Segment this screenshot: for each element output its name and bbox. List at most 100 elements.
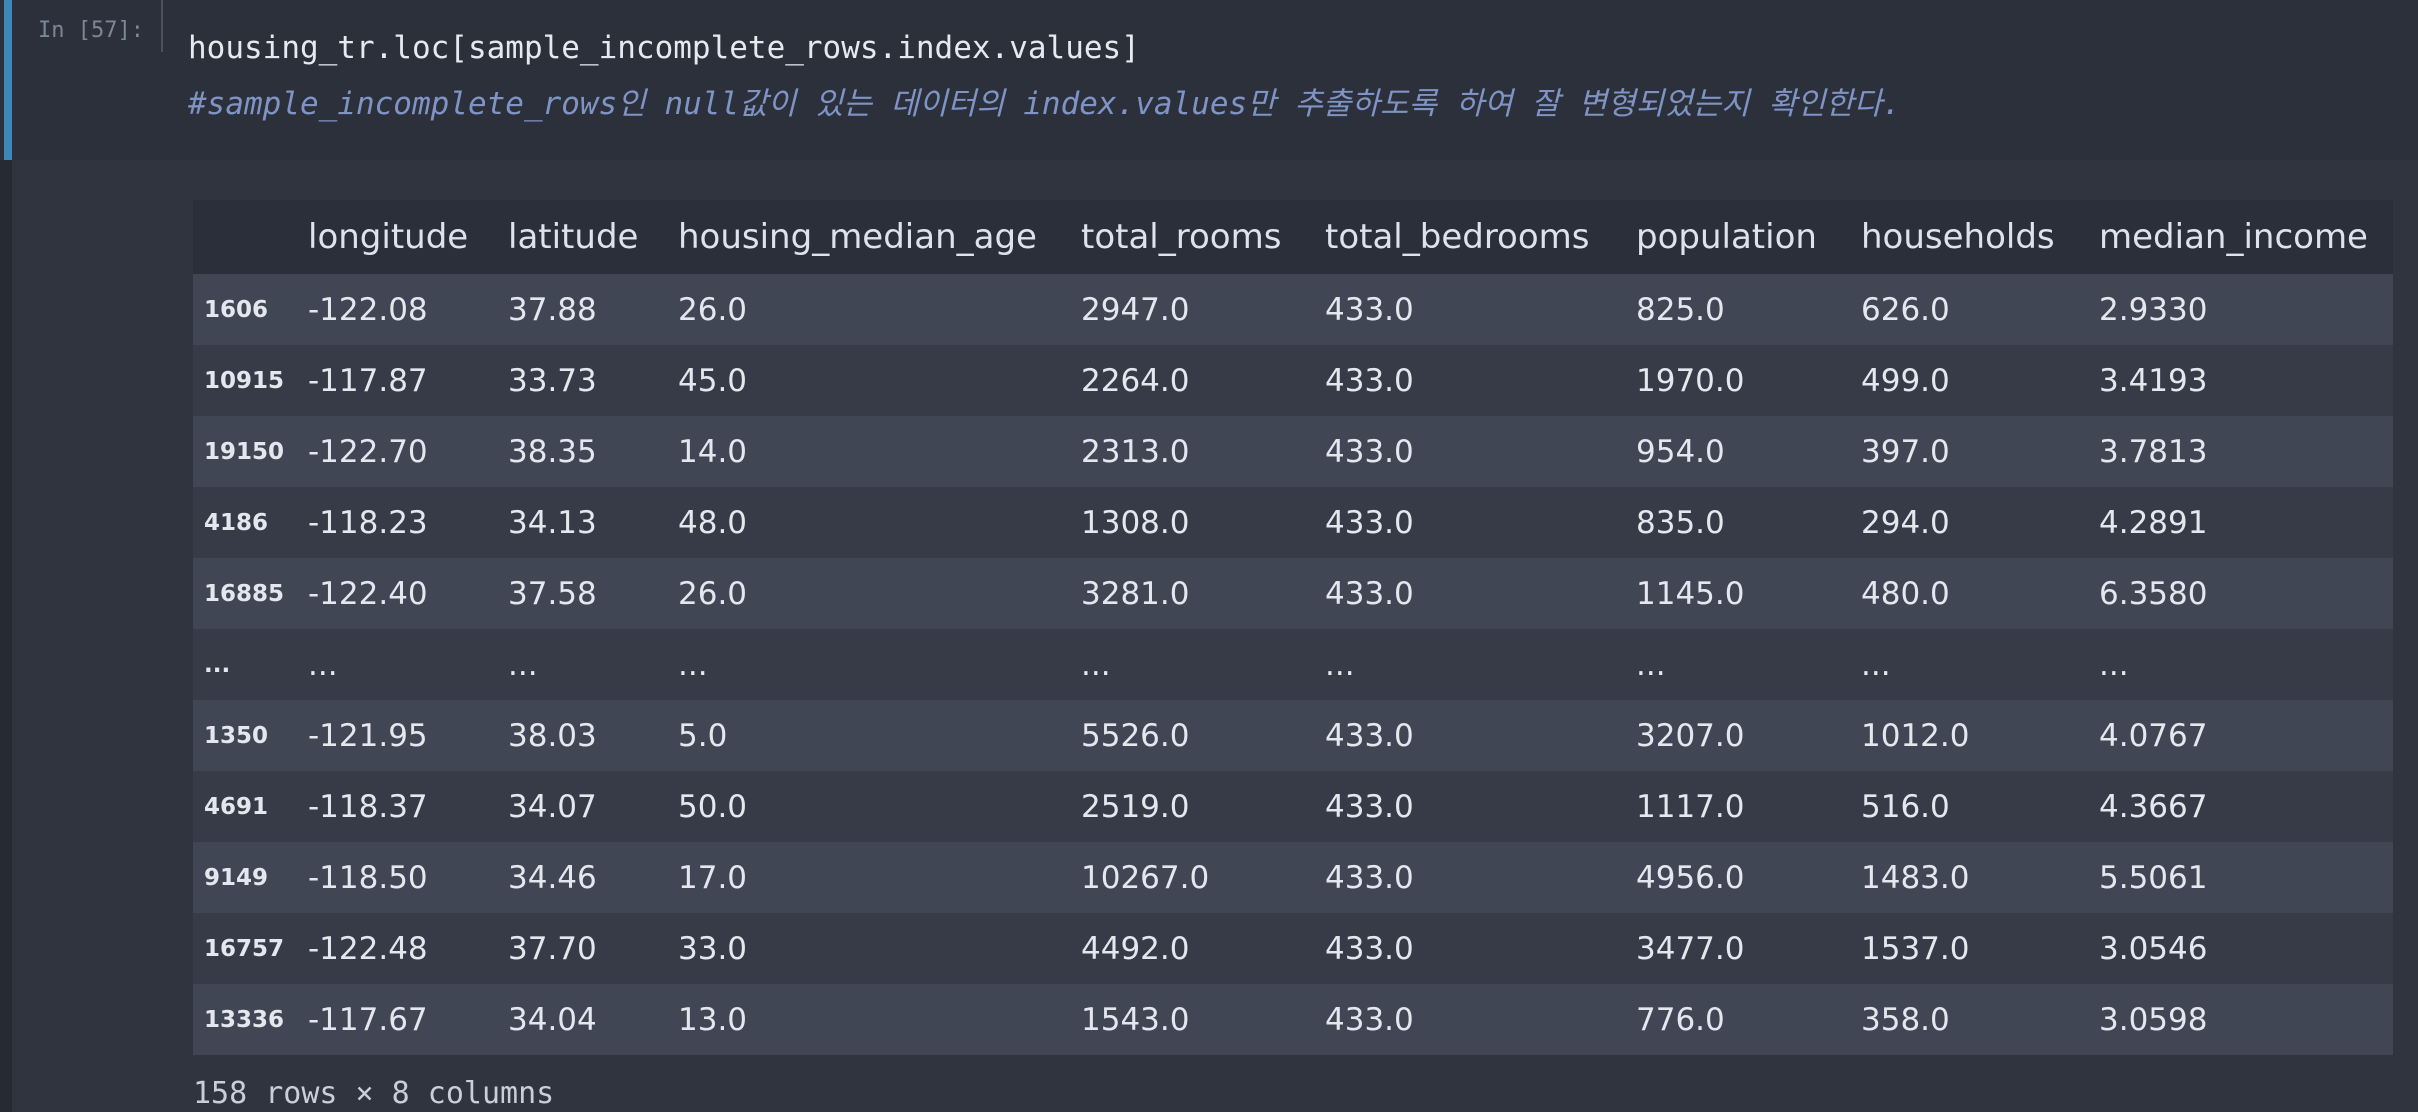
row-index: 1350 bbox=[204, 722, 269, 749]
cell: ... bbox=[308, 646, 338, 683]
row-index: 4691 bbox=[204, 793, 269, 820]
cell: 4.2891 bbox=[2099, 504, 2208, 541]
cell: 3.7813 bbox=[2099, 433, 2208, 470]
cell: 1543.0 bbox=[1081, 1001, 1190, 1038]
table-row: 1350 -121.95 38.03 5.0 5526.0 433.0 3207.0 1012… bbox=[193, 700, 2393, 771]
cell: -122.70 bbox=[308, 433, 428, 470]
cell: 38.03 bbox=[508, 717, 597, 754]
cell: 34.13 bbox=[508, 504, 597, 541]
cell: 835.0 bbox=[1636, 504, 1725, 541]
cell: 776.0 bbox=[1636, 1001, 1725, 1038]
cell: 1537.0 bbox=[1861, 930, 1970, 967]
cell: 38.35 bbox=[508, 433, 597, 470]
cell: 433.0 bbox=[1325, 788, 1414, 825]
cell: 3.4193 bbox=[2099, 362, 2208, 399]
cell: ... bbox=[678, 646, 708, 683]
column-header: total_bedrooms bbox=[1317, 200, 1628, 274]
cell: 26.0 bbox=[678, 291, 748, 328]
cell: ... bbox=[2099, 646, 2129, 683]
cell: 4.0767 bbox=[2099, 717, 2208, 754]
cell: 1308.0 bbox=[1081, 504, 1190, 541]
cell: 10267.0 bbox=[1081, 859, 1210, 896]
cell: 34.07 bbox=[508, 788, 597, 825]
output-strip bbox=[0, 160, 12, 1112]
cell: 33.73 bbox=[508, 362, 597, 399]
cell: 37.88 bbox=[508, 291, 597, 328]
cell: 5.5061 bbox=[2099, 859, 2208, 896]
cell: 37.58 bbox=[508, 575, 597, 612]
cell: 3477.0 bbox=[1636, 930, 1745, 967]
cell: ... bbox=[1081, 646, 1111, 683]
cell: 294.0 bbox=[1861, 504, 1950, 541]
table-row: 13336 -117.67 34.04 13.0 1543.0 433.0 776.0 358… bbox=[193, 984, 2393, 1055]
index-header bbox=[193, 200, 300, 274]
cell: 825.0 bbox=[1636, 291, 1725, 328]
cell: 626.0 bbox=[1861, 291, 1950, 328]
cell: 433.0 bbox=[1325, 504, 1414, 541]
cell: 516.0 bbox=[1861, 788, 1950, 825]
cell: 1145.0 bbox=[1636, 575, 1745, 612]
table-row: 10915 -117.87 33.73 45.0 2264.0 433.0 1970.0 49… bbox=[193, 345, 2393, 416]
row-index: 10915 bbox=[204, 367, 285, 394]
cell: 433.0 bbox=[1325, 930, 1414, 967]
cell: 45.0 bbox=[678, 362, 748, 399]
cell: 1970.0 bbox=[1636, 362, 1745, 399]
cell: 5.0 bbox=[678, 717, 728, 754]
cell: 4492.0 bbox=[1081, 930, 1190, 967]
cell: -118.37 bbox=[308, 788, 428, 825]
cell: 954.0 bbox=[1636, 433, 1725, 470]
cell: 48.0 bbox=[678, 504, 748, 541]
cell: -118.23 bbox=[308, 504, 428, 541]
table-row: 16885 -122.40 37.58 26.0 3281.0 433.0 1145.0 48… bbox=[193, 558, 2393, 629]
cell: 4956.0 bbox=[1636, 859, 1745, 896]
cell: -122.08 bbox=[308, 291, 428, 328]
prompt: In [57]: bbox=[38, 18, 144, 43]
header-row: longitude latitude housing_median_age total… bbox=[193, 200, 2393, 274]
cell: 6.3580 bbox=[2099, 575, 2208, 612]
cell: -118.50 bbox=[308, 859, 428, 896]
cell: ... bbox=[508, 646, 538, 683]
input-area bbox=[0, 0, 2418, 160]
cell: 480.0 bbox=[1861, 575, 1950, 612]
cell: 358.0 bbox=[1861, 1001, 1950, 1038]
row-index: 13336 bbox=[204, 1006, 285, 1033]
table-row: 4186 -118.23 34.13 48.0 1308.0 433.0 835.0 294.… bbox=[193, 487, 2393, 558]
cell: 433.0 bbox=[1325, 859, 1414, 896]
row-index: 9149 bbox=[204, 864, 269, 891]
cell: 433.0 bbox=[1325, 717, 1414, 754]
cell: 499.0 bbox=[1861, 362, 1950, 399]
cell: ... bbox=[1325, 646, 1355, 683]
cell: -117.67 bbox=[308, 1001, 428, 1038]
code-line[interactable]: housing_tr.loc[sample_incomplete_rows.in… bbox=[188, 30, 1140, 66]
cell: 34.04 bbox=[508, 1001, 597, 1038]
cell: 433.0 bbox=[1325, 433, 1414, 470]
row-index: ... bbox=[204, 651, 231, 678]
separator bbox=[161, 0, 163, 52]
column-header: population bbox=[1628, 200, 1853, 274]
cell: 26.0 bbox=[678, 575, 748, 612]
cell: 2519.0 bbox=[1081, 788, 1190, 825]
cell: 5526.0 bbox=[1081, 717, 1190, 754]
row-index: 1606 bbox=[204, 296, 269, 323]
table-row: 19150 -122.70 38.35 14.0 2313.0 433.0 954.0 397… bbox=[193, 416, 2393, 487]
code-comment[interactable]: #sample_incomplete_rows인 null값이 있는 데이터의 … bbox=[188, 86, 1902, 122]
cell: 1012.0 bbox=[1861, 717, 1970, 754]
row-index: 4186 bbox=[204, 509, 269, 536]
table-row: 9149 -118.50 34.46 17.0 10267.0 433.0 4956.0 14… bbox=[193, 842, 2393, 913]
cell-indicator bbox=[4, 0, 12, 160]
cell: 1117.0 bbox=[1636, 788, 1745, 825]
table-row: 4691 -118.37 34.07 50.0 2519.0 433.0 1117.0 516… bbox=[193, 771, 2393, 842]
cell: 14.0 bbox=[678, 433, 748, 470]
cell: 37.70 bbox=[508, 930, 597, 967]
cell: -117.87 bbox=[308, 362, 428, 399]
cell: 13.0 bbox=[678, 1001, 748, 1038]
dataframe: longitude latitude housing_median_age total… bbox=[193, 200, 2393, 1055]
cell: 3.0546 bbox=[2099, 930, 2208, 967]
cell: 3207.0 bbox=[1636, 717, 1745, 754]
column-header: housing_median_age bbox=[670, 200, 1073, 274]
table-row: 16757 -122.48 37.70 33.0 4492.0 433.0 3477.0 15… bbox=[193, 913, 2393, 984]
cell: 17.0 bbox=[678, 859, 748, 896]
cell: 4.3667 bbox=[2099, 788, 2208, 825]
column-header: households bbox=[1853, 200, 2091, 274]
